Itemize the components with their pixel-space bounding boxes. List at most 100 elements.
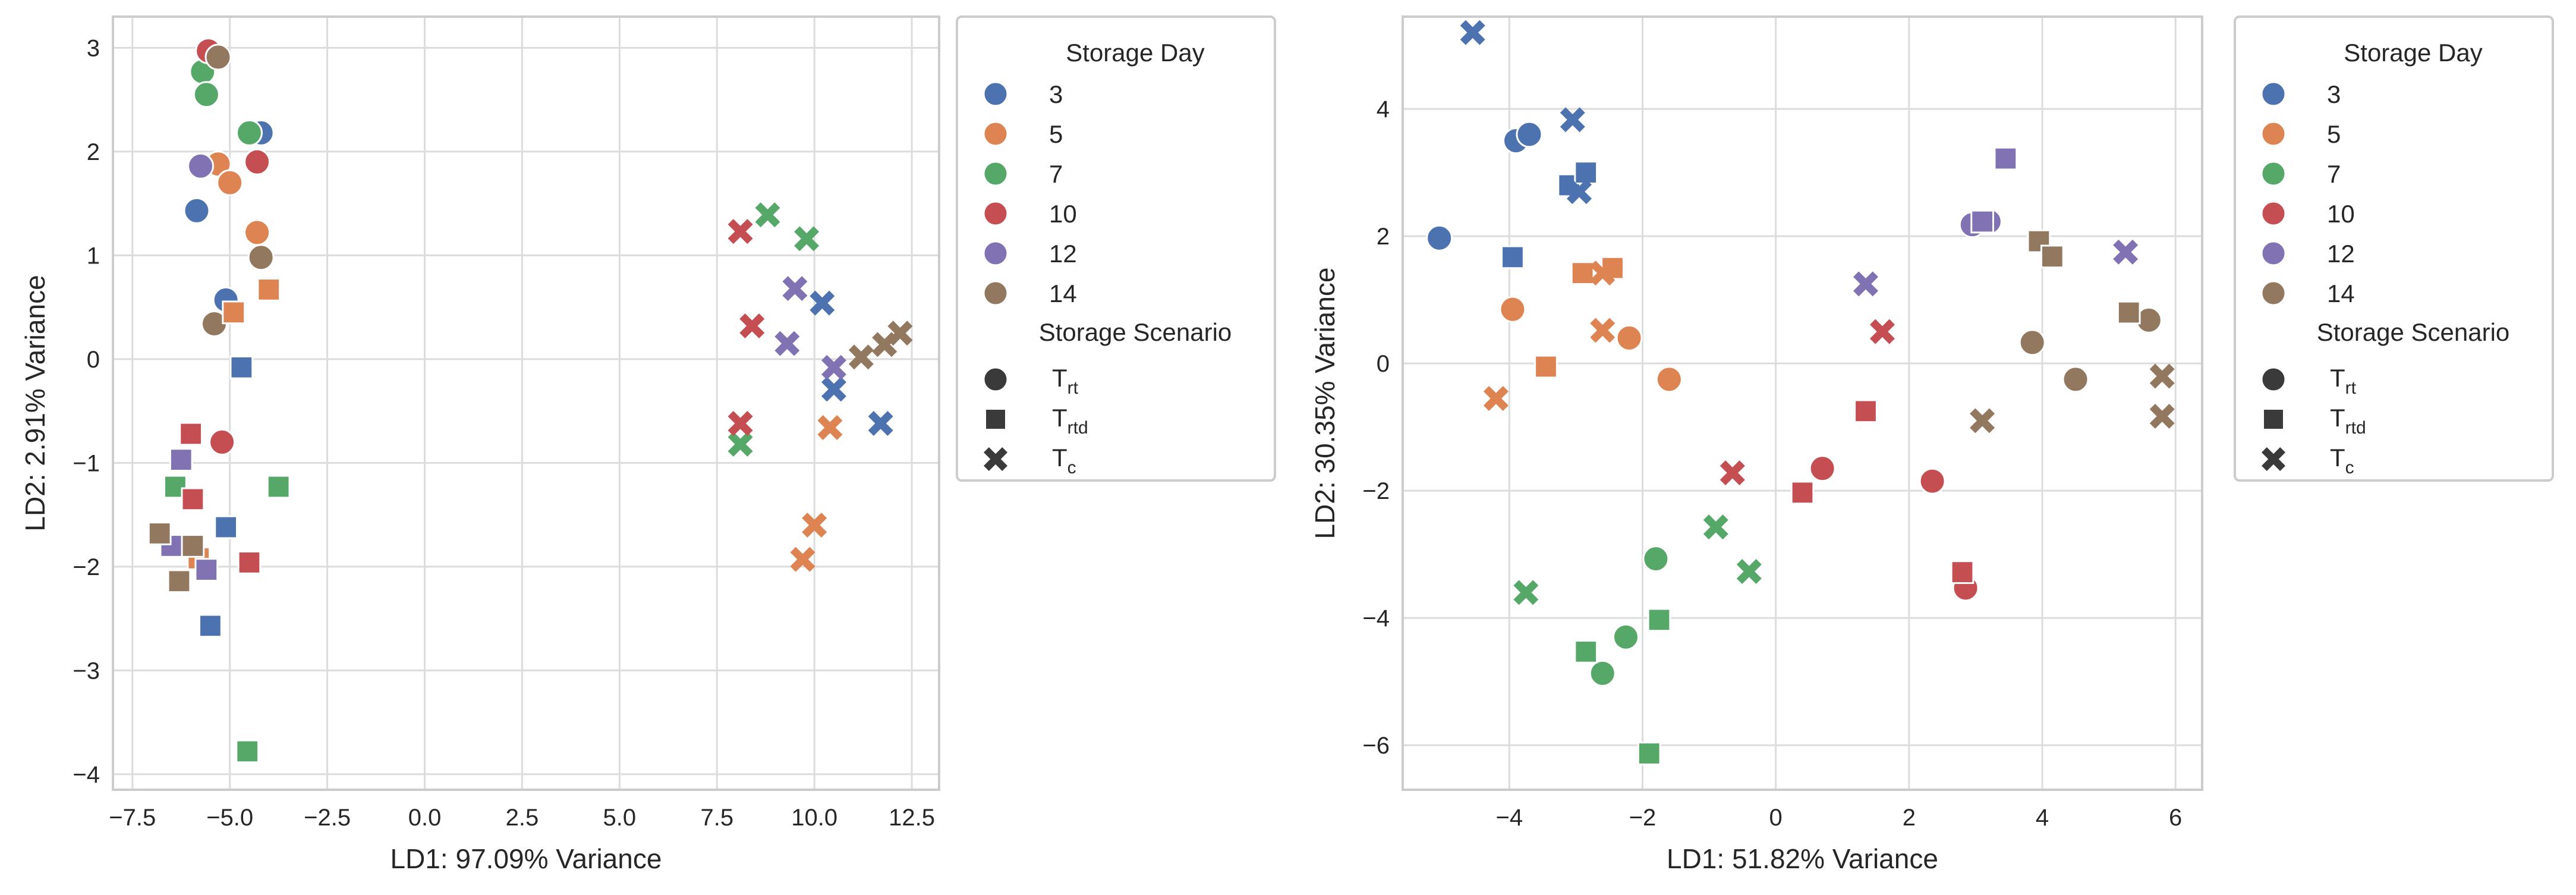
data-point: [1790, 481, 1815, 505]
y-tick-label: 1: [87, 243, 100, 269]
legend-marker-day: [2260, 121, 2287, 147]
data-point: [739, 313, 765, 338]
data-point: [1534, 354, 1558, 379]
data-point: [802, 513, 827, 538]
y-axis-label: LD2: 30.35% Variance: [1309, 268, 1340, 539]
x-tick-label: −5.0: [206, 805, 253, 831]
legend-box: [956, 15, 1276, 482]
data-point: [1870, 319, 1895, 344]
data-point: [1853, 271, 1878, 297]
data-point: [1970, 408, 1995, 434]
data-point: [209, 428, 236, 456]
data-point: [1919, 467, 1946, 495]
legend-label-base: T: [1052, 404, 1067, 432]
legend-label-day: 3: [1049, 80, 1063, 108]
x-tick-label: 0: [1769, 805, 1783, 831]
legend-label-scenario: Tc: [2330, 444, 2354, 478]
legend-label-day: 3: [2327, 80, 2341, 108]
data-point: [1426, 224, 1453, 252]
legend-label-day: 14: [1049, 280, 1077, 307]
data-point: [848, 344, 874, 370]
data-point: [204, 43, 232, 71]
data-point: [1647, 608, 1671, 632]
legend-label-base: T: [1052, 444, 1067, 472]
y-tick-label: −2: [73, 554, 100, 580]
scatter-panel-left: −7.5 −5.0 −2.5 0.0 2.5 5.0 7.5 10.0 12.5 −4 −3 −2 −1…: [20, 15, 1276, 874]
data-point: [147, 522, 172, 545]
y-tick-label: 3: [87, 35, 100, 61]
data-point: [1570, 261, 1595, 285]
x-tick-label: −2.5: [304, 805, 351, 831]
data-point: [222, 300, 246, 325]
data-point: [810, 290, 835, 316]
x-tick-label: 2: [1903, 805, 1916, 831]
data-point: [1499, 296, 1526, 323]
data-point: [1637, 742, 1661, 765]
y-tick-label: −4: [73, 762, 100, 788]
data-point: [2149, 403, 2175, 429]
data-point: [194, 558, 219, 582]
y-tick-label: −4: [1362, 605, 1390, 632]
legend-label-day: 10: [1049, 200, 1077, 228]
legend-label-day: 10: [2327, 200, 2355, 228]
data-point: [193, 81, 220, 108]
y-tick-label: 0: [1377, 351, 1390, 377]
data-point: [794, 226, 820, 252]
data-point: [2149, 363, 2175, 389]
legend-title-storage-day: Storage Day: [2344, 39, 2482, 67]
data-point: [755, 202, 780, 228]
data-points: [147, 37, 913, 764]
x-tick-label: 0.0: [408, 805, 442, 831]
legend-label-sub: rtd: [1067, 418, 1088, 438]
data-point: [187, 152, 215, 180]
legend-marker-scenario: [2260, 366, 2287, 392]
data-point: [2040, 244, 2064, 269]
data-point: [1574, 639, 1598, 664]
legend-marker-day: [982, 200, 1009, 227]
data-point: [868, 411, 893, 436]
data-point: [235, 739, 260, 764]
legend-label-base: T: [2330, 364, 2345, 392]
data-point: [1460, 20, 1485, 45]
y-tick-label: −3: [73, 658, 100, 684]
legend-label-base: T: [2330, 404, 2345, 432]
data-point: [266, 475, 291, 499]
data-point: [1612, 623, 1639, 651]
legend-label-day: 12: [2327, 240, 2355, 268]
data-point: [1513, 580, 1539, 605]
x-tick-label: −7.5: [109, 805, 156, 831]
data-point: [1590, 318, 1615, 343]
legend-title-storage-scenario: Storage Scenario: [2317, 318, 2510, 346]
legend-label-sub: c: [2345, 458, 2354, 478]
data-point: [1501, 245, 1525, 269]
legend-label-scenario: Trtd: [1052, 404, 1088, 438]
data-point: [1720, 460, 1745, 486]
data-point: [181, 487, 205, 511]
plot-frame: [112, 15, 940, 791]
x-tick-label: 6: [2169, 805, 2182, 831]
legend-label-scenario: Trt: [1052, 364, 1079, 398]
x-tick-label: 10.0: [791, 805, 837, 831]
data-point: [2117, 300, 2141, 325]
data-point: [229, 355, 254, 379]
data-point: [237, 550, 262, 574]
legend-title-storage-scenario: Storage Scenario: [1039, 318, 1232, 346]
legend-marker-scenario: [982, 366, 1009, 392]
data-point: [181, 534, 205, 558]
data-point: [1736, 559, 1762, 584]
legend-marker-day: [2260, 161, 2287, 187]
data-point: [183, 197, 210, 224]
data-point: [821, 354, 846, 380]
data-point: [1703, 514, 1728, 540]
data-point: [1483, 385, 1509, 411]
y-tick-label: −1: [73, 450, 100, 476]
legend-marker-scenario: [2262, 408, 2285, 431]
legend-marker-scenario: [2262, 447, 2285, 471]
data-point: [1516, 121, 1543, 148]
data-point: [1809, 455, 1836, 482]
legend-marker-scenario: [984, 408, 1007, 431]
scatter-panel-right: −4 −2 0 2 4 6 −6 −4 −2 0 2 4 LD1: 51.82% Variance LD2…: [1309, 15, 2554, 874]
data-point: [2027, 229, 2051, 253]
